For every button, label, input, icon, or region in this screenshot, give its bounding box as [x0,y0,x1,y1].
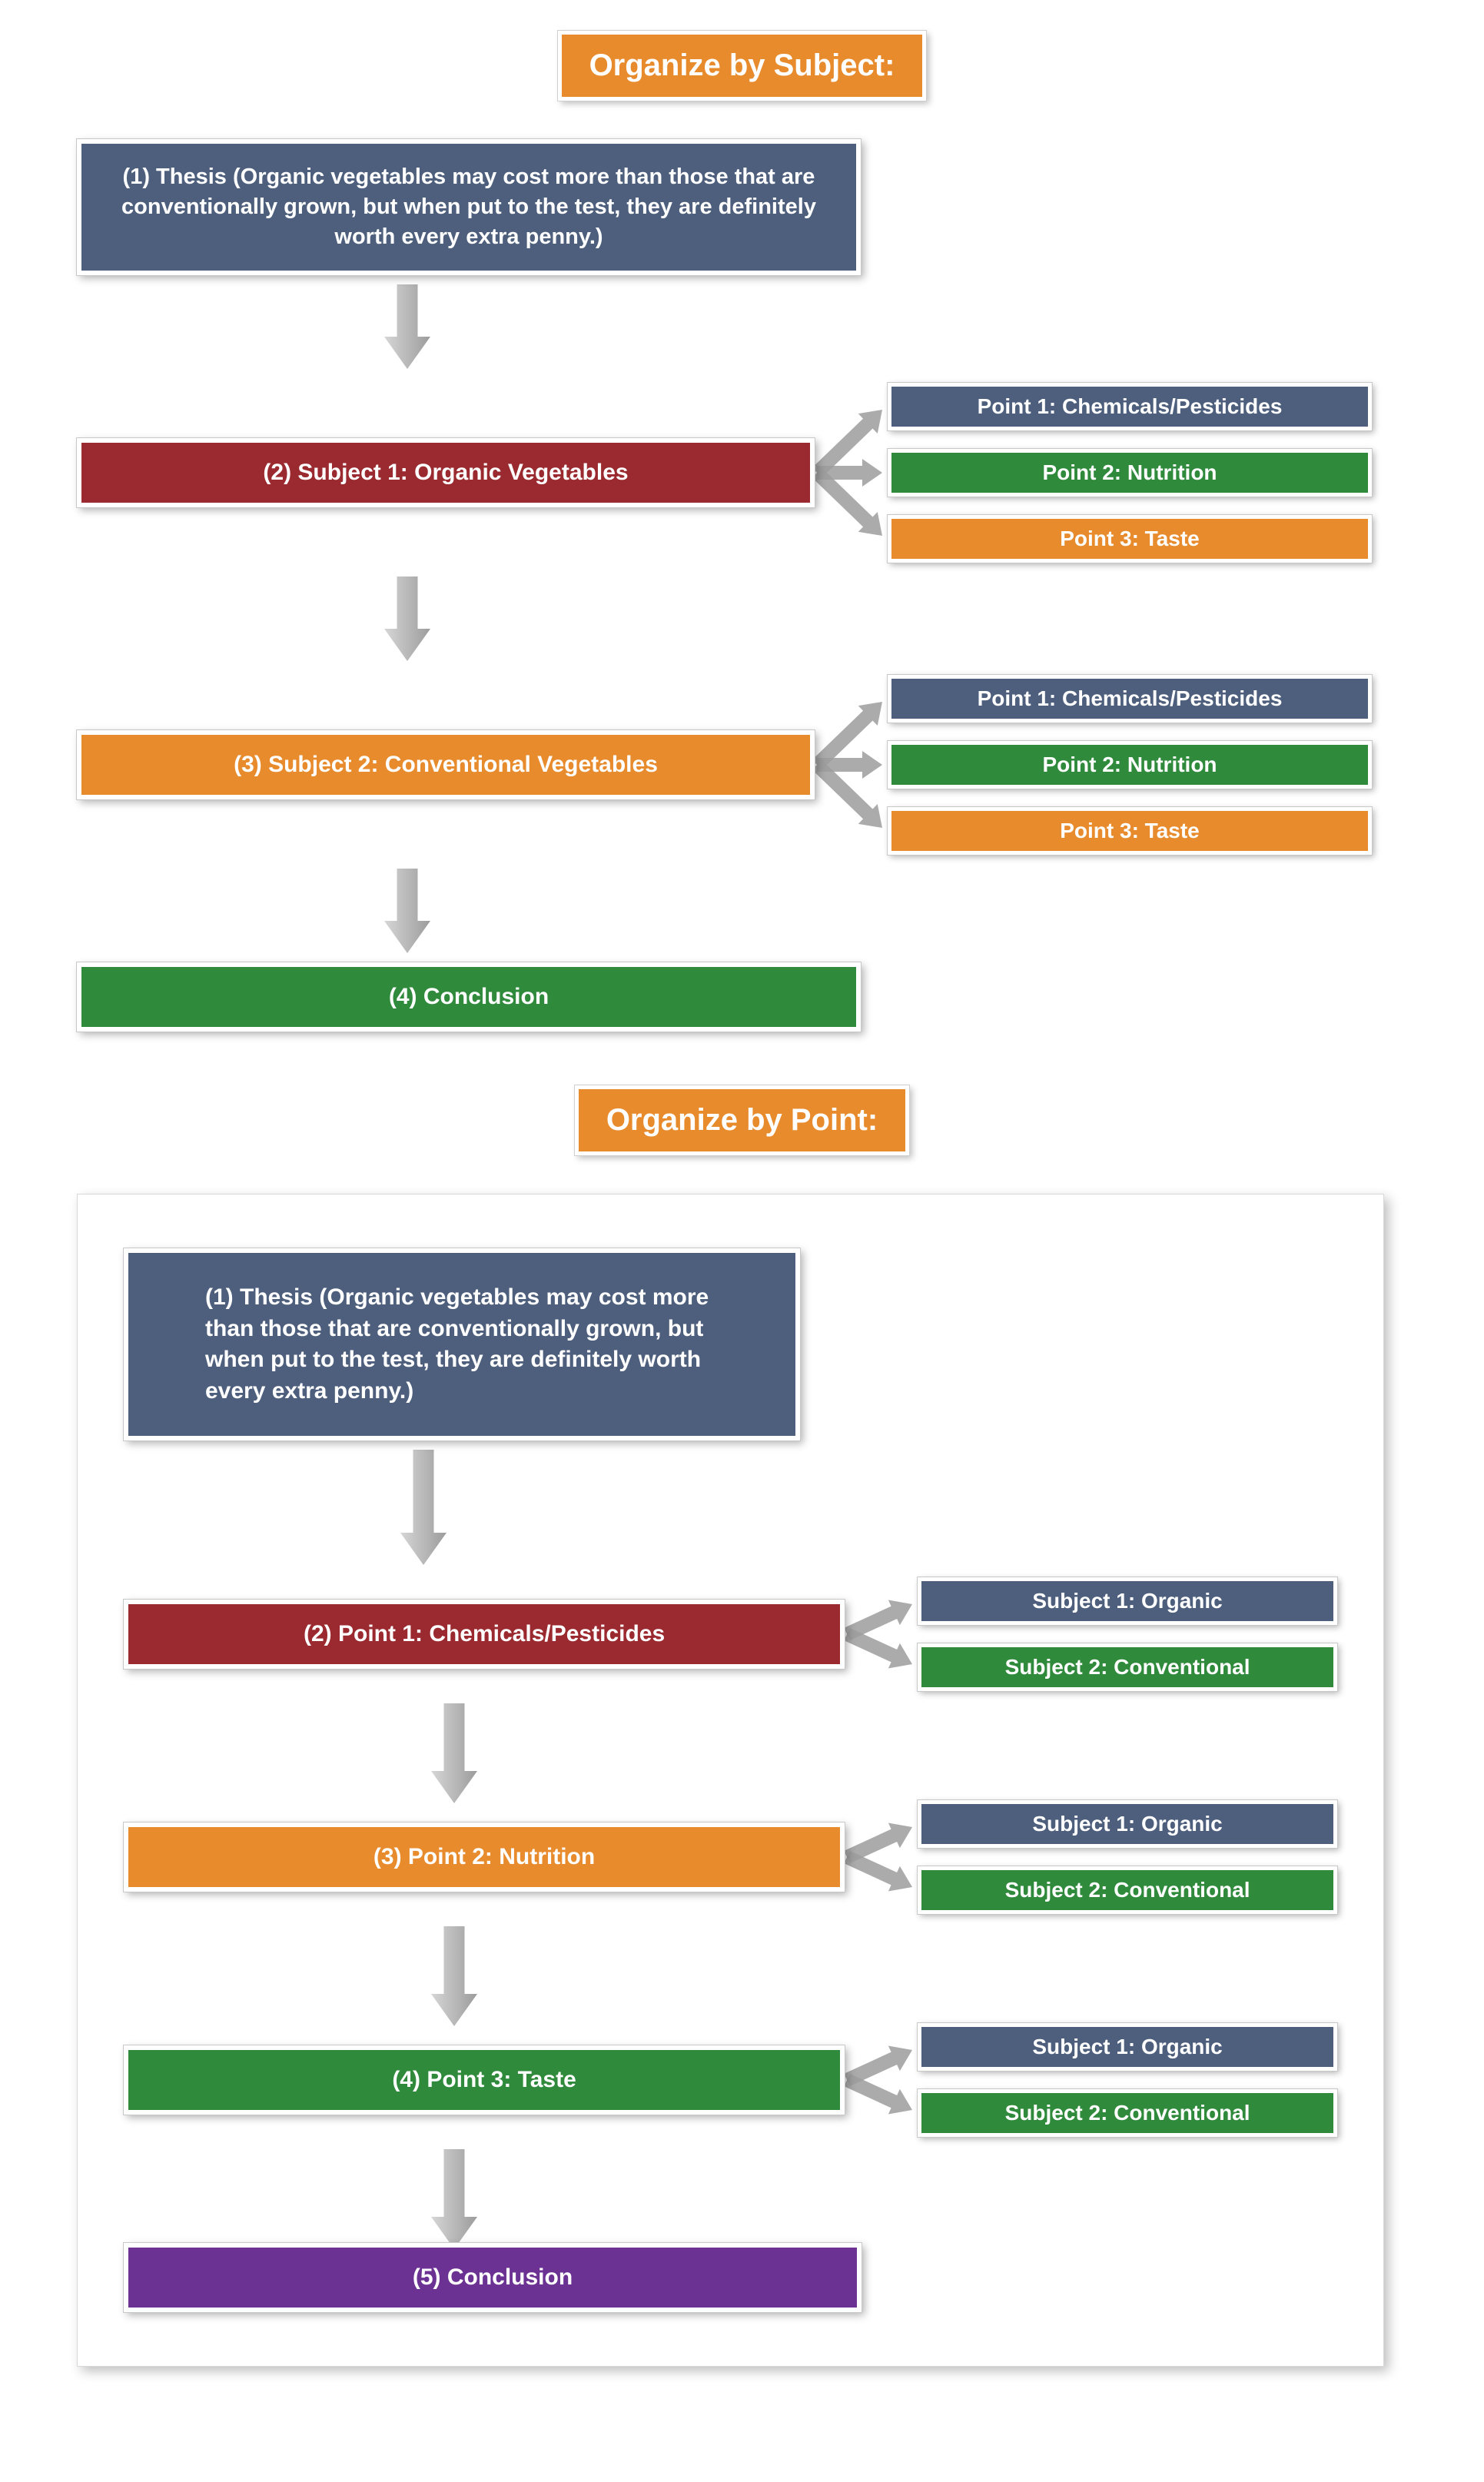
arrow-down-icon [431,2149,477,2234]
arrow-down-icon [400,1450,447,1565]
section2-title: Organize by Point: [575,1085,909,1155]
s1-row-1-main: (3) Subject 2: Conventional Vegetables [77,730,815,799]
s1-row-1-point-2: Point 3: Taste [888,807,1372,855]
s1-row-1-point-1: Point 2: Nutrition [888,741,1372,789]
s2-row-0-subject-1: Subject 2: Conventional [918,1643,1337,1691]
section2-panel: (1) Thesis (Organic vegetables may cost … [77,1194,1384,2367]
s2-row-0-main: (2) Point 1: Chemicals/Pesticides [124,1600,845,1669]
s2-row-2-subject-0: Subject 1: Organic [918,2023,1337,2071]
fan-arrows-icon [845,1797,918,1917]
s1-row-0-point-2: Point 3: Taste [888,515,1372,563]
arrow-down-icon [431,1703,477,1788]
s1-thesis: (1) Thesis (Organic vegetables may cost … [77,139,861,275]
s2-row-1-subject-1: Subject 2: Conventional [918,1866,1337,1914]
fan-arrows-icon [845,1574,918,1694]
arrow-down-icon [431,1926,477,2011]
fan-arrows-icon [815,670,888,859]
fan-arrows-icon [845,2020,918,2140]
s1-conclusion: (4) Conclusion [77,962,861,1032]
s2-row-0-subject-0: Subject 1: Organic [918,1577,1337,1625]
section1-title: Organize by Subject: [558,31,927,101]
s1-row-1-point-0: Point 1: Chemicals/Pesticides [888,675,1372,723]
s1-row-0-point-0: Point 1: Chemicals/Pesticides [888,383,1372,430]
fan-arrows-icon [815,378,888,567]
arrow-down-icon [384,869,430,953]
arrow-down-icon [384,284,430,369]
arrow-down-icon [384,576,430,661]
s1-row-0-main: (2) Subject 1: Organic Vegetables [77,438,815,507]
s2-thesis: (1) Thesis (Organic vegetables may cost … [124,1248,800,1440]
s2-row-2-subject-1: Subject 2: Conventional [918,2089,1337,2137]
s2-row-1-main: (3) Point 2: Nutrition [124,1822,845,1892]
s2-row-2-main: (4) Point 3: Taste [124,2045,845,2115]
s2-row-1-subject-0: Subject 1: Organic [918,1800,1337,1848]
s2-conclusion: (5) Conclusion [124,2243,862,2312]
s1-row-0-point-1: Point 2: Nutrition [888,449,1372,497]
